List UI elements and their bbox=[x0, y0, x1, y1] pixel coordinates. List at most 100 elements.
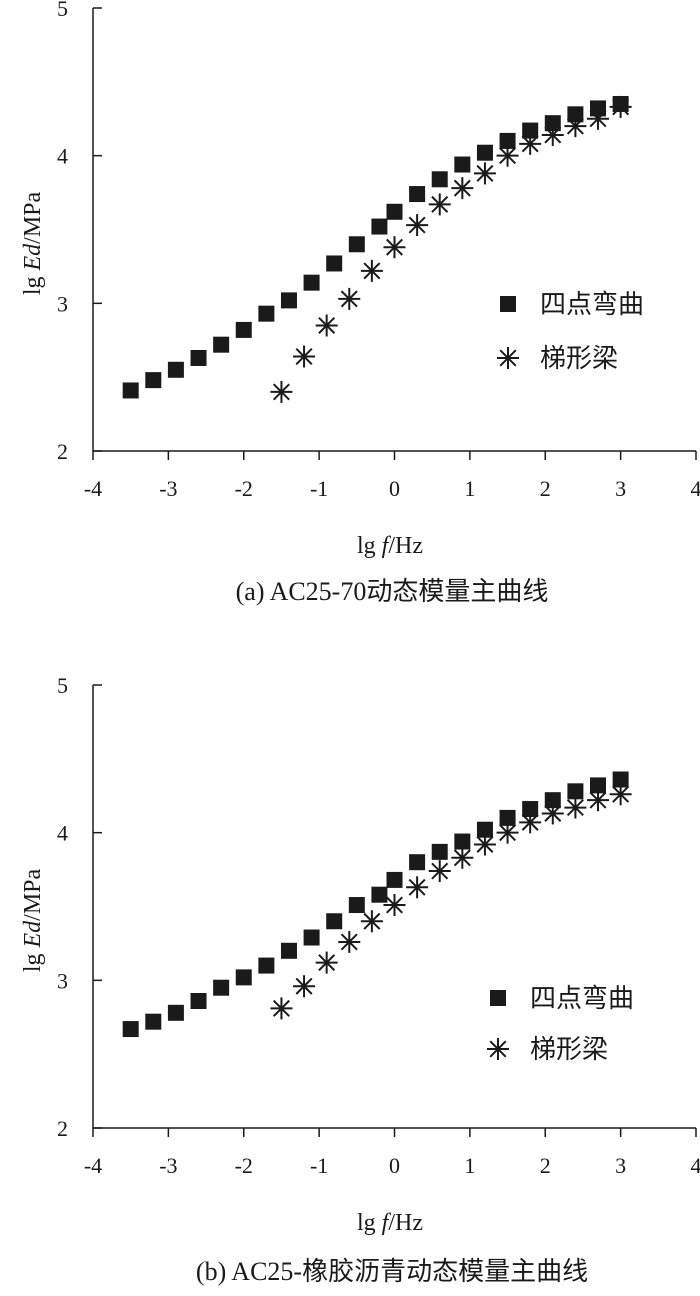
data-point-asterisk bbox=[541, 802, 564, 825]
data-point-square bbox=[371, 886, 388, 903]
data-point-square bbox=[167, 361, 184, 378]
chart-caption: (b) AC25-橡胶沥青动态模量主曲线 bbox=[196, 1257, 588, 1286]
data-point-asterisk bbox=[406, 214, 429, 237]
data-point-square bbox=[386, 871, 403, 888]
data-point-square bbox=[371, 218, 388, 235]
data-point-asterisk bbox=[383, 236, 406, 259]
x-tick-label: 3 bbox=[615, 476, 626, 501]
data-point-asterisk bbox=[564, 115, 587, 138]
x-tick-label: -1 bbox=[310, 1153, 328, 1178]
asterisk-stroke bbox=[566, 117, 584, 135]
data-point-asterisk bbox=[496, 144, 519, 167]
data-point-square bbox=[499, 132, 516, 149]
data-point-square bbox=[280, 292, 297, 309]
data-point-asterisk bbox=[451, 177, 474, 200]
data-point-square bbox=[454, 833, 471, 850]
data-point-asterisk bbox=[338, 930, 361, 953]
chart-caption: (a) AC25-70动态模量主曲线 bbox=[236, 577, 549, 606]
data-point-square bbox=[190, 349, 207, 366]
data-point-square bbox=[280, 942, 297, 959]
x-tick-label: 0 bbox=[389, 476, 400, 501]
x-tick-label: 2 bbox=[540, 476, 551, 501]
legend-square-marker bbox=[490, 990, 506, 1006]
asterisk-stroke bbox=[340, 290, 358, 308]
y-tick-label: 2 bbox=[57, 439, 68, 464]
x-axis-label-unit: /Hz bbox=[388, 533, 423, 559]
y-axis-label-unit: /MPa bbox=[20, 191, 46, 243]
y-axis-label-variable: Ed bbox=[20, 920, 46, 949]
y-tick-label: 3 bbox=[57, 968, 68, 993]
y-tick-label: 5 bbox=[57, 673, 68, 698]
series-four-point-bending bbox=[122, 771, 629, 1038]
data-point-square bbox=[326, 913, 343, 930]
x-tick-label: -1 bbox=[310, 476, 328, 501]
data-point-asterisk bbox=[406, 876, 429, 899]
asterisk-stroke bbox=[272, 383, 290, 401]
data-point-asterisk bbox=[360, 259, 383, 282]
data-point-asterisk bbox=[564, 796, 587, 819]
data-point-square bbox=[326, 255, 343, 272]
data-point-square bbox=[167, 1004, 184, 1021]
y-tick-label: 4 bbox=[57, 821, 68, 846]
y-axis-label-prefix: lg bbox=[20, 271, 46, 296]
data-point-square bbox=[567, 783, 584, 800]
x-tick-label: -2 bbox=[235, 476, 253, 501]
data-point-square bbox=[409, 854, 426, 871]
data-point-square bbox=[409, 186, 426, 203]
data-point-asterisk bbox=[496, 821, 519, 844]
data-point-asterisk bbox=[383, 894, 406, 917]
data-point-square bbox=[145, 1013, 162, 1030]
data-point-square bbox=[476, 821, 493, 838]
data-point-asterisk bbox=[338, 287, 361, 310]
x-axis-label-unit: /Hz bbox=[388, 1210, 423, 1236]
x-tick-label: -3 bbox=[159, 476, 177, 501]
asterisk-stroke bbox=[340, 933, 358, 951]
asterisk-stroke bbox=[408, 216, 426, 234]
data-point-asterisk bbox=[587, 107, 610, 130]
asterisk-stroke bbox=[272, 999, 290, 1017]
data-point-square bbox=[612, 771, 629, 788]
data-point-square bbox=[213, 979, 230, 996]
asterisk-stroke bbox=[544, 126, 562, 144]
data-point-square bbox=[522, 122, 539, 139]
data-point-asterisk bbox=[315, 314, 338, 337]
data-point-asterisk bbox=[473, 833, 496, 856]
x-tick-label: 4 bbox=[691, 476, 700, 501]
x-tick-label: 1 bbox=[464, 1153, 475, 1178]
asterisk-stroke bbox=[521, 135, 539, 153]
y-tick-label: 5 bbox=[57, 0, 68, 21]
data-point-asterisk bbox=[519, 811, 542, 834]
data-point-square bbox=[567, 106, 584, 123]
x-axis-label-variable: f bbox=[382, 1210, 392, 1236]
data-point-square bbox=[476, 144, 493, 161]
data-point-square bbox=[454, 156, 471, 173]
x-axis-label: lg f/Hz bbox=[357, 533, 423, 559]
x-tick-label: -4 bbox=[84, 1153, 102, 1178]
data-point-asterisk bbox=[270, 380, 293, 403]
y-tick-label: 2 bbox=[57, 1116, 68, 1141]
data-point-square bbox=[258, 305, 275, 322]
asterisk-stroke bbox=[612, 785, 630, 803]
y-tick-label: 3 bbox=[57, 291, 68, 316]
asterisk-stroke bbox=[453, 849, 471, 867]
data-point-square bbox=[348, 897, 365, 914]
data-point-asterisk bbox=[473, 162, 496, 185]
data-point-square bbox=[258, 957, 275, 974]
data-point-square bbox=[235, 969, 252, 986]
x-axis-label-prefix: lg bbox=[357, 533, 382, 559]
x-tick-label: 4 bbox=[691, 1153, 700, 1178]
data-point-asterisk bbox=[428, 860, 451, 883]
data-point-square bbox=[386, 203, 403, 220]
x-axis-label-prefix: lg bbox=[357, 1210, 382, 1236]
asterisk-stroke bbox=[431, 195, 449, 213]
data-point-square bbox=[499, 809, 516, 826]
data-point-square bbox=[303, 274, 320, 291]
data-point-square bbox=[190, 993, 207, 1010]
asterisk-stroke bbox=[589, 110, 607, 128]
data-point-asterisk bbox=[609, 95, 632, 118]
asterisk-stroke bbox=[476, 835, 494, 853]
asterisk-stroke bbox=[476, 164, 494, 182]
data-point-square bbox=[348, 236, 365, 253]
asterisk-stroke bbox=[612, 98, 630, 116]
